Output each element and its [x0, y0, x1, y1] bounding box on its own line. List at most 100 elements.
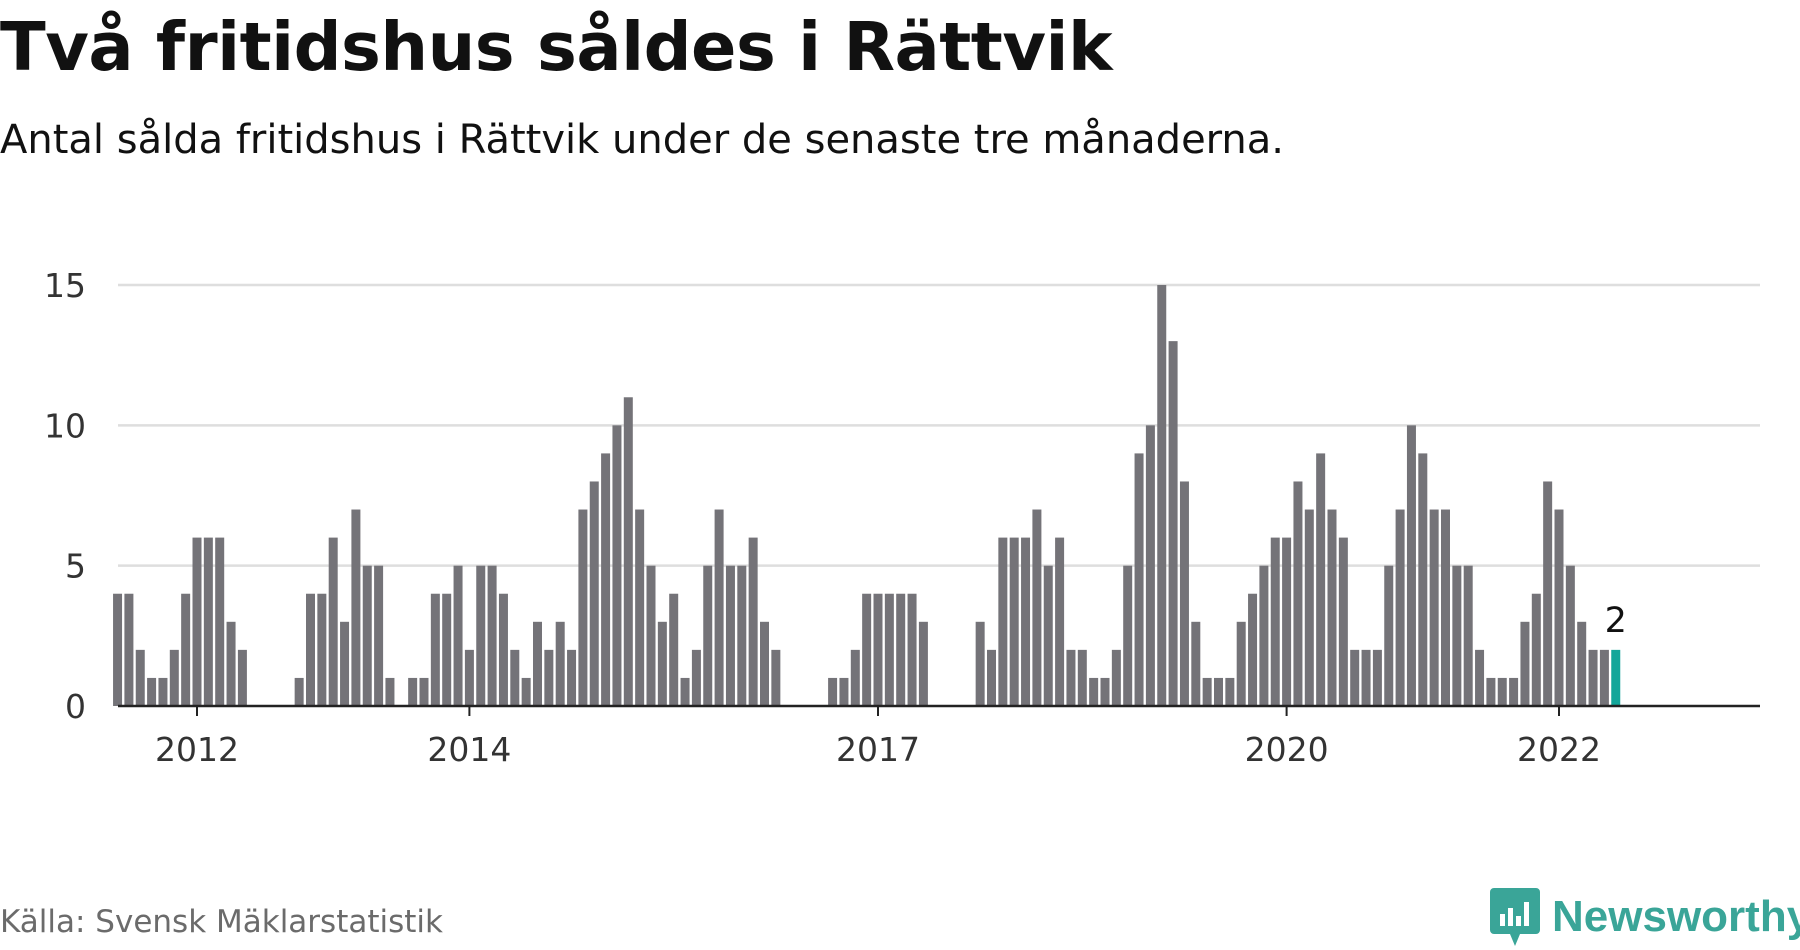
x-tick-label: 2012 [155, 730, 239, 769]
bar [725, 565, 735, 706]
x-tick-label: 2014 [427, 730, 511, 769]
bar [1497, 677, 1507, 706]
bar [1293, 481, 1303, 706]
bar [1406, 425, 1416, 706]
x-tick-label: 2022 [1517, 730, 1601, 769]
bar [340, 621, 350, 706]
newsworthy-icon [1490, 888, 1540, 946]
bar [748, 537, 758, 706]
bar [1032, 509, 1042, 706]
bar [476, 565, 486, 706]
bar [510, 649, 520, 706]
bar [1225, 677, 1235, 706]
bar [1157, 285, 1167, 706]
bar [975, 621, 985, 706]
y-tick-label: 0 [65, 687, 86, 726]
bar [203, 537, 213, 706]
bar [385, 677, 395, 706]
bar [1214, 677, 1223, 706]
bar [1134, 453, 1144, 706]
bar [589, 481, 599, 706]
bar [873, 593, 883, 706]
bar [124, 593, 134, 706]
bar [578, 509, 588, 706]
bar [430, 593, 440, 706]
bar [544, 649, 554, 706]
bar [226, 621, 236, 706]
bar [1475, 649, 1485, 706]
bar [169, 649, 179, 706]
bar [635, 509, 645, 706]
bar [862, 593, 872, 706]
bar [1111, 649, 1121, 706]
chart-title: Två fritidshus såldes i Rättvik [0, 8, 1113, 86]
bar [1168, 341, 1178, 706]
bar [362, 565, 372, 706]
bar [1588, 649, 1598, 706]
bar [1599, 649, 1609, 706]
bar [1509, 677, 1519, 706]
bar [1384, 565, 1394, 706]
bar [1021, 537, 1031, 706]
source-note: Källa: Svensk Mäklarstatistik [0, 904, 443, 940]
bar [737, 565, 747, 706]
bar [1248, 593, 1258, 706]
bar [1531, 593, 1541, 706]
bar [1463, 565, 1473, 706]
bar [828, 677, 838, 706]
bar [567, 649, 577, 706]
bar [453, 565, 463, 706]
bar [657, 621, 667, 706]
y-tick-label: 15 [44, 266, 86, 305]
bar [691, 649, 701, 706]
bar [1520, 621, 1530, 706]
bar [1043, 565, 1053, 706]
bar [907, 593, 917, 706]
chart-subtitle: Antal sålda fritidshus i Rättvik under d… [0, 117, 1285, 163]
bar [1179, 481, 1189, 706]
bar [1418, 453, 1428, 706]
bar [1338, 537, 1348, 706]
bar [351, 509, 361, 706]
bar [1350, 649, 1360, 706]
bar-latest [1611, 649, 1621, 706]
x-tick-label: 2017 [836, 730, 920, 769]
bar [1554, 509, 1564, 706]
bar [1565, 565, 1575, 706]
x-tick-label: 2020 [1245, 730, 1329, 769]
brand-logo: Newsworthy [1490, 884, 1800, 950]
bar [419, 677, 429, 706]
bar [1429, 509, 1439, 706]
bar [181, 593, 191, 706]
bar [1543, 481, 1553, 706]
y-tick-label: 5 [65, 547, 86, 586]
bar [714, 509, 724, 706]
bar [1202, 677, 1212, 706]
bar [374, 565, 384, 706]
bar [521, 677, 531, 706]
bar [1452, 565, 1462, 706]
bar [987, 649, 996, 706]
bar [1304, 509, 1314, 706]
bar [135, 649, 145, 706]
bar [1577, 621, 1587, 706]
bar [555, 621, 565, 706]
bar [113, 593, 123, 706]
bar [760, 621, 769, 706]
bar [1100, 677, 1110, 706]
bar [147, 677, 157, 706]
bar [839, 677, 849, 706]
bar [771, 649, 781, 706]
bar [1259, 565, 1269, 706]
bar [1089, 677, 1099, 706]
bar [918, 621, 928, 706]
bar [215, 537, 225, 706]
bar [1395, 509, 1405, 706]
bar [1361, 649, 1371, 706]
bar [294, 677, 304, 706]
latest-value-label: 2 [1605, 601, 1627, 641]
bar [601, 453, 611, 706]
bar [533, 621, 542, 706]
bar [1055, 537, 1065, 706]
